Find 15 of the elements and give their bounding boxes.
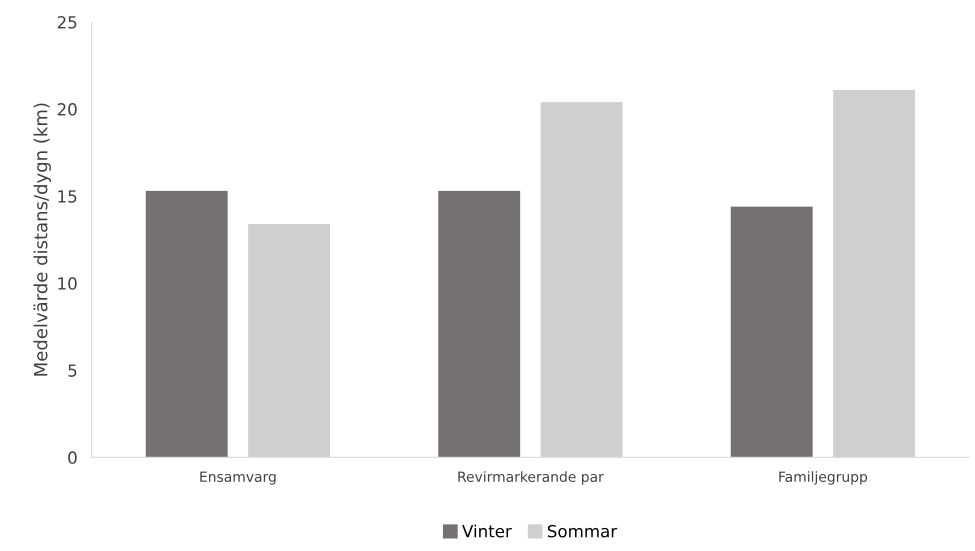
y-tick-label: 10 bbox=[58, 277, 77, 290]
x-tick-label: Ensamvarg bbox=[200, 472, 276, 485]
legend-label: Vinter bbox=[462, 524, 512, 538]
y-axis-title: Medelvärde distans/dygn (km) bbox=[34, 104, 51, 376]
y-tick-label: 15 bbox=[58, 190, 76, 203]
bar bbox=[438, 190, 520, 458]
y-tick-label: 0 bbox=[68, 451, 77, 464]
legend-label: Sommar bbox=[548, 524, 618, 538]
y-tick-label: 25 bbox=[58, 16, 76, 29]
y-tick-label: 20 bbox=[58, 103, 77, 116]
x-tick-label: Familjegrupp bbox=[779, 471, 868, 485]
bar bbox=[146, 190, 228, 458]
bar bbox=[730, 206, 813, 458]
x-tick-label: Revirmarkerande par bbox=[458, 471, 604, 485]
y-tick-label: 5 bbox=[68, 364, 76, 377]
